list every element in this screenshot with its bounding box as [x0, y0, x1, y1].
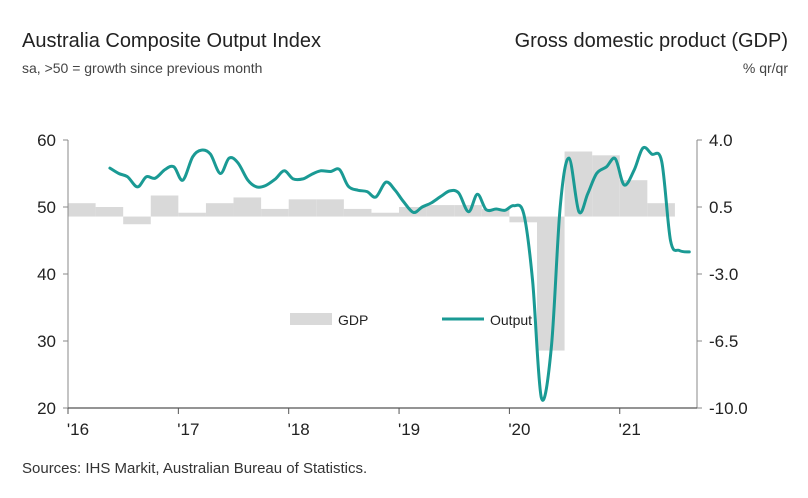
- left-tick-label: 20: [37, 399, 56, 418]
- gdp-bar: [481, 208, 510, 217]
- x-tick-label: '16: [67, 420, 89, 439]
- gdp-bar: [592, 155, 620, 217]
- gdp-bar: [509, 216, 537, 223]
- chart-title-right: Gross domestic product (GDP): [514, 30, 788, 52]
- gdp-bars: [68, 151, 675, 351]
- right-tick-label: -6.5: [709, 332, 738, 351]
- gdp-bar: [205, 203, 234, 217]
- tick-labels: 60 50 40 30 20 4.0 0.5 -3.0 -6.5 -10.0 '16 '17 '18 '1…: [37, 131, 748, 439]
- chart-axes: [63, 139, 702, 414]
- legend: GDP Output: [290, 312, 532, 328]
- x-tick-label: '18: [288, 420, 310, 439]
- gdp-bar: [371, 212, 400, 217]
- right-tick-label: -10.0: [709, 399, 748, 418]
- x-tick-label: '17: [177, 420, 199, 439]
- output-line-layer: [108, 145, 691, 402]
- gdp-bar: [68, 203, 96, 217]
- chart-title-left: Australia Composite Output Index: [22, 30, 322, 52]
- left-tick-label: 40: [37, 265, 56, 284]
- left-tick-label: 30: [37, 332, 56, 351]
- chart-subtitle-left: sa, >50 = growth since previous month: [22, 60, 263, 76]
- legend-gdp-label: GDP: [338, 312, 368, 328]
- gdp-bar: [426, 205, 455, 217]
- legend-gdp-swatch: [290, 313, 332, 325]
- legend-output-label: Output: [490, 312, 532, 328]
- left-tick-label: 60: [37, 131, 56, 150]
- gdp-bar: [261, 208, 289, 217]
- right-tick-label: 0.5: [709, 198, 733, 217]
- x-tick-label: '21: [619, 420, 641, 439]
- right-tick-label: -3.0: [709, 265, 738, 284]
- gdp-bar: [647, 203, 675, 217]
- gdp-bar: [536, 216, 565, 351]
- left-tick-label: 50: [37, 198, 56, 217]
- x-tick-label: '19: [398, 420, 420, 439]
- gdp-bar: [178, 212, 206, 217]
- gdp-bar: [95, 207, 124, 217]
- gdp-bar: [343, 208, 372, 217]
- chart-subtitle-right: % qr/qr: [742, 60, 788, 76]
- gdp-bar: [233, 197, 262, 217]
- x-tick-label: '20: [508, 420, 530, 439]
- gdp-bar: [123, 216, 151, 225]
- gdp-bar: [316, 199, 344, 217]
- output-line: [108, 145, 691, 402]
- gdp-bar: [150, 195, 179, 217]
- right-tick-label: 4.0: [709, 131, 733, 150]
- gdp-bar: [288, 199, 317, 217]
- source-note: Sources: IHS Markit, Australian Bureau o…: [22, 460, 368, 477]
